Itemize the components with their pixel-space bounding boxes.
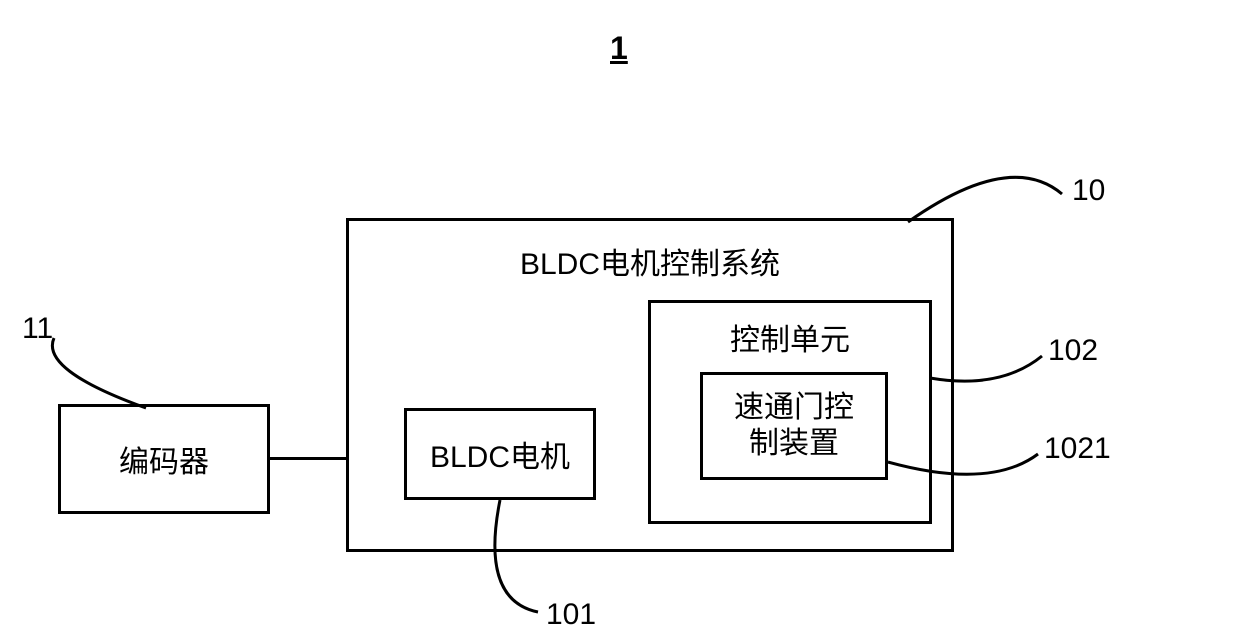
- gate-control-box: 速通门控 制装置: [700, 372, 888, 480]
- gate-control-label-line1: 速通门控: [734, 390, 854, 426]
- encoder-box: 编码器: [58, 404, 270, 514]
- callout-label-102: 102: [1048, 334, 1098, 368]
- encoder-label: 编码器: [119, 437, 209, 481]
- callout-label-101: 101: [546, 598, 596, 632]
- callout-label-11: 11: [22, 312, 53, 346]
- figure-number: 1: [610, 30, 628, 67]
- callout-label-10: 10: [1072, 174, 1105, 208]
- gate-control-label-line2: 制装置: [749, 426, 839, 462]
- control-unit-label: 控制单元: [730, 315, 850, 359]
- motor-label: BLDC电机: [430, 432, 570, 476]
- motor-box: BLDC电机: [404, 408, 596, 500]
- callout-label-1021: 1021: [1044, 432, 1111, 466]
- system-label: BLDC电机控制系统: [520, 239, 780, 283]
- connector-encoder-system: [270, 457, 346, 460]
